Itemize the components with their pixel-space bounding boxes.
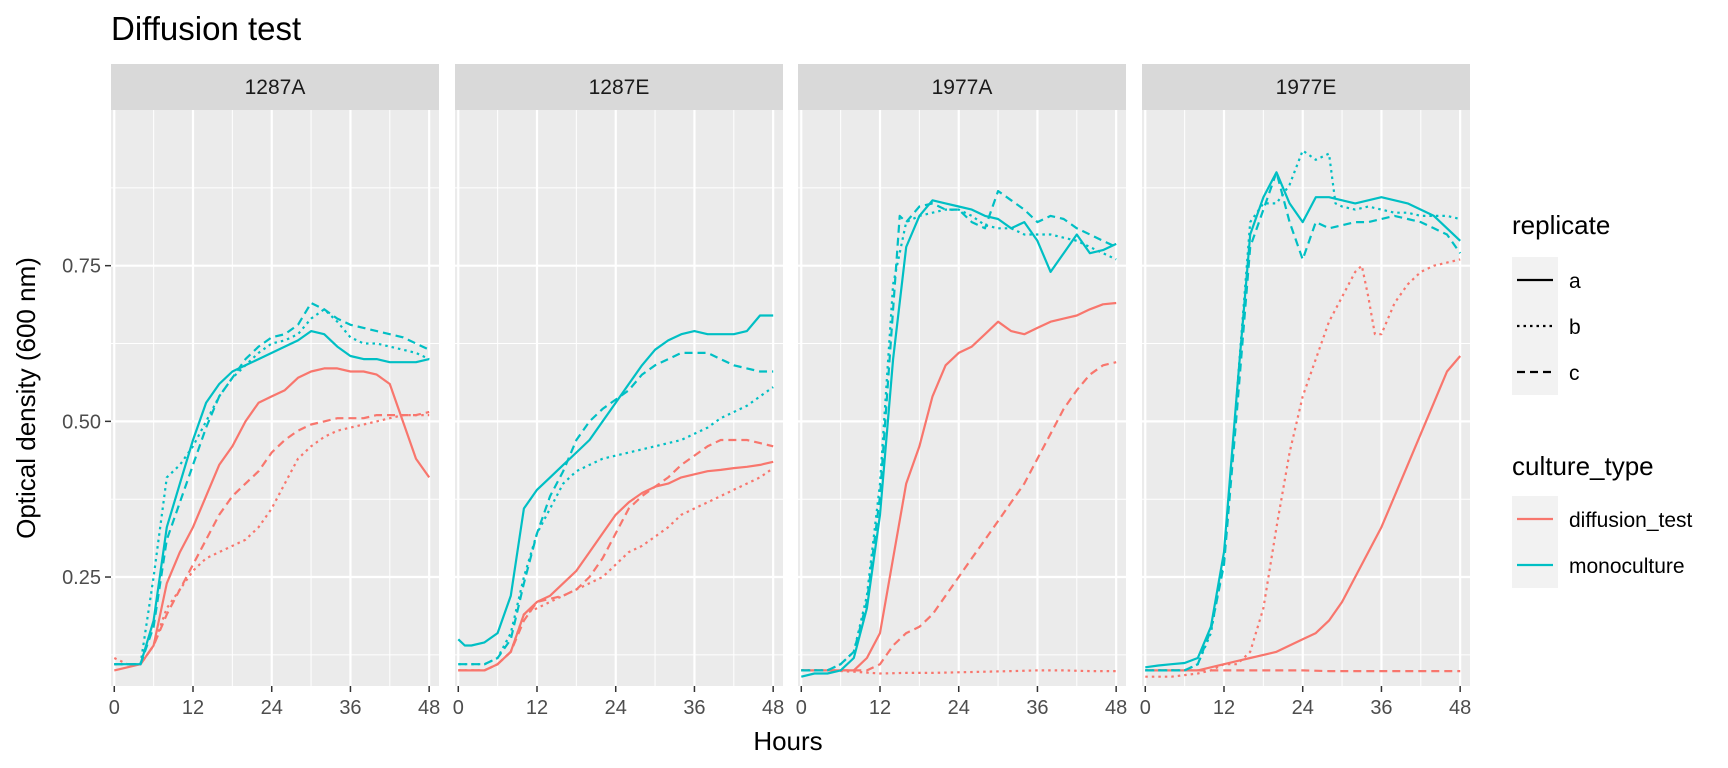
facet-strip-label: 1977A: [932, 76, 993, 99]
series-line-monoculture-c: [458, 351, 774, 666]
y-tick-label: 0.50: [62, 411, 101, 433]
facet-panel-1977e: 1977E 0 12 24 36 48: [1140, 64, 1471, 719]
facet-panel-1977a: 1977A 0 12 24 36 48: [796, 64, 1127, 719]
x-tick-label: 48: [418, 697, 440, 719]
legend-label-replicate-a: a: [1569, 270, 1581, 293]
x-tick-label: 0: [1140, 697, 1151, 719]
x-tick-label: 12: [182, 697, 204, 719]
series-line-diffusion-test-c: [114, 410, 430, 666]
x-tick-label: 12: [869, 697, 891, 719]
facet-strip: [1142, 64, 1470, 110]
facet-panel-1287a: 1287A 0 12 24 36 48 0.25 0.50 0.75: [62, 64, 440, 719]
legend-title-culture-type: culture_type: [1512, 451, 1654, 481]
chart-title: Diffusion test: [111, 10, 301, 47]
facet-strip: [111, 64, 439, 110]
series-line-monoculture-a: [457, 314, 774, 647]
series-line-diffusion-test-b: [801, 669, 1117, 675]
x-tick-label: 0: [796, 697, 807, 719]
series-line-monoculture-c: [114, 301, 430, 666]
x-tick-label: 48: [762, 697, 784, 719]
y-tick-label: 0.75: [62, 256, 101, 278]
x-tick-label: 48: [1105, 697, 1127, 719]
series-line-monoculture-a: [1145, 171, 1461, 669]
series-line-monoculture-a: [801, 199, 1117, 678]
legend-label-diffusion-test: diffusion_test: [1569, 509, 1693, 532]
series-line-diffusion-test-b: [1145, 258, 1461, 678]
series-line-diffusion-test-c: [801, 361, 1117, 672]
x-tick-label: 12: [1213, 697, 1235, 719]
series-line-monoculture-a: [114, 330, 430, 666]
x-tick-label: 24: [1292, 697, 1314, 719]
series-line-monoculture-c: [1145, 171, 1462, 672]
x-tick-label: 36: [1370, 697, 1392, 719]
facet-strip-label: 1977E: [1276, 76, 1337, 99]
x-tick-label: 36: [683, 697, 705, 719]
series-line-monoculture-b: [114, 308, 430, 666]
legend-title-replicate: replicate: [1512, 210, 1610, 240]
x-tick-label: 12: [526, 697, 548, 719]
facet-panel-1287e: 1287E 0 12 24 36 48: [453, 64, 784, 719]
legend-label-replicate-c: c: [1569, 362, 1580, 385]
facet-strip-label: 1287E: [589, 76, 650, 99]
series-line-diffusion-test-b: [113, 414, 430, 666]
series-line-monoculture-c: [801, 189, 1117, 672]
x-tick-label: 0: [109, 697, 120, 719]
series-line-diffusion-test-c: [458, 438, 774, 672]
legend: replicate abc culture_type diffusion_testmo…: [1512, 210, 1693, 588]
series-line-diffusion-test-c: [1145, 669, 1461, 673]
x-tick-label: 48: [1449, 697, 1471, 719]
facet-panels: 1287A 0 12 24 36 48 0.25 0.50 0.75 1287E 0 12 24 36 48…: [62, 64, 1471, 719]
facet-strip: [798, 64, 1126, 110]
panel-background: [798, 110, 1126, 686]
y-axis-title: Optical density (600 nm): [11, 257, 41, 539]
x-tick-label: 24: [948, 697, 970, 719]
x-tick-label: 36: [1026, 697, 1048, 719]
x-tick-label: 24: [605, 697, 627, 719]
facet-strip-label: 1287A: [245, 76, 306, 99]
series-line-diffusion-test-a: [114, 367, 431, 672]
x-tick-label: 0: [453, 697, 464, 719]
x-tick-label: 24: [261, 697, 283, 719]
legend-label-replicate-b: b: [1569, 316, 1581, 339]
x-axis-title: Hours: [753, 726, 822, 756]
y-tick-label: 0.25: [62, 567, 101, 589]
facet-strip: [455, 64, 783, 110]
x-tick-label: 36: [339, 697, 361, 719]
legend-label-monoculture: monoculture: [1569, 555, 1685, 578]
